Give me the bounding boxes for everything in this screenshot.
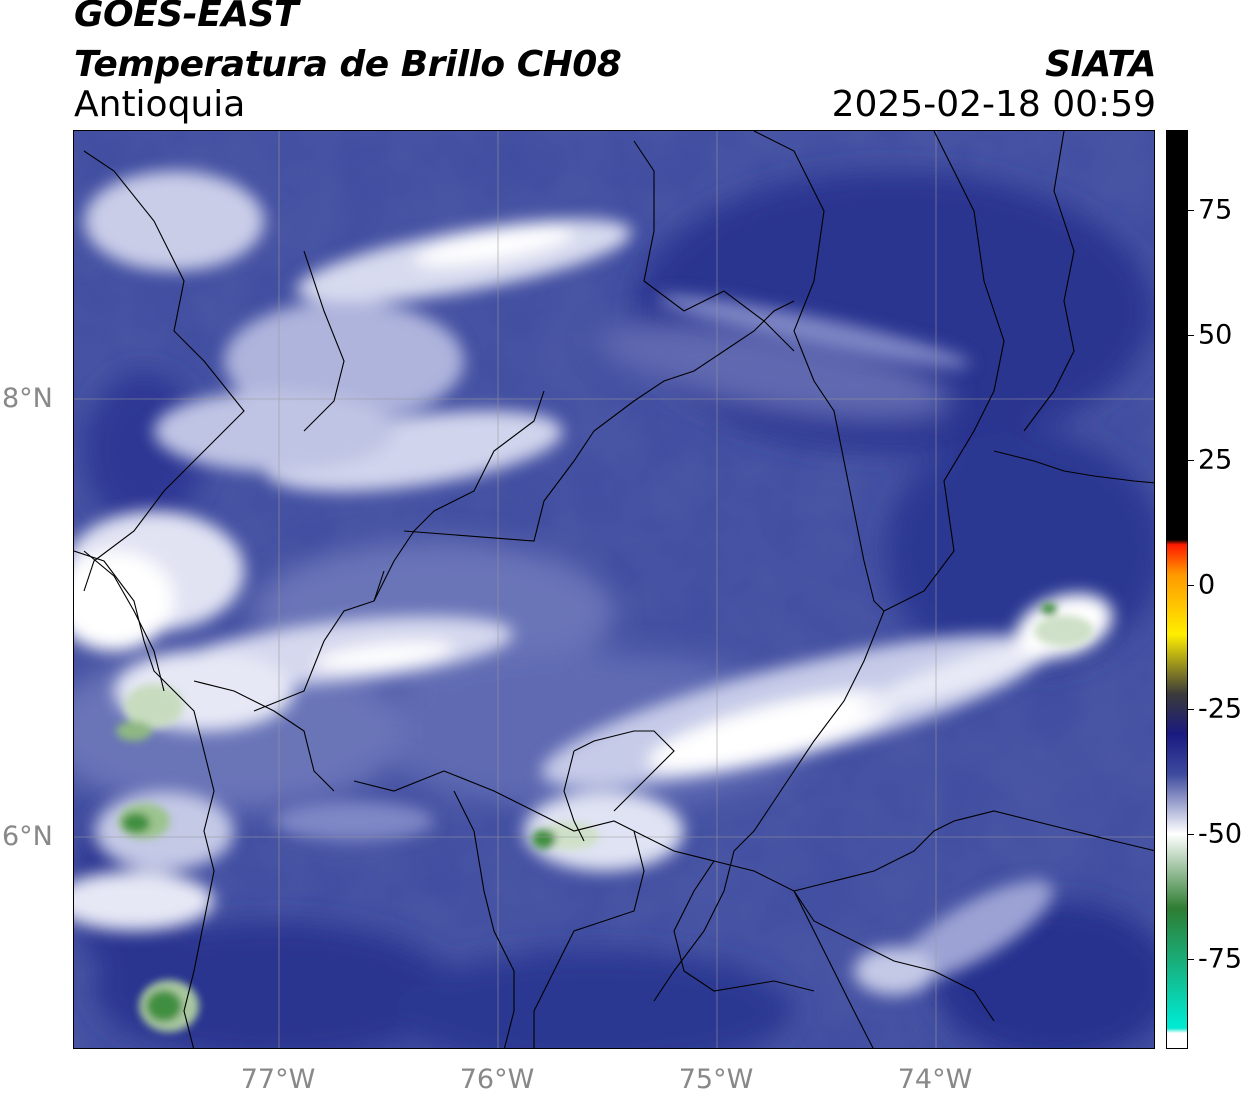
datetime-title: 2025-02-18 00:59 bbox=[831, 84, 1156, 125]
cold-dry-regions bbox=[74, 171, 1154, 1048]
colorbar-tick bbox=[1188, 209, 1194, 211]
satellite-map bbox=[73, 130, 1155, 1049]
longitude-label-77w: 77°W bbox=[240, 1064, 316, 1095]
colorbar-tick-label: -25 bbox=[1198, 693, 1243, 725]
longitude-label-74w: 74°W bbox=[897, 1064, 973, 1095]
longitude-label-76w: 76°W bbox=[459, 1064, 535, 1095]
colorbar-tick-label: 25 bbox=[1198, 444, 1233, 476]
colorbar-tick-label: -50 bbox=[1198, 818, 1243, 850]
colorbar bbox=[1166, 130, 1188, 1049]
region-title: Antioquia bbox=[74, 84, 246, 125]
colorbar-tick-label: -75 bbox=[1198, 943, 1243, 975]
longitude-label-75w: 75°W bbox=[678, 1064, 754, 1095]
product-title: Temperatura de Brillo CH08 bbox=[74, 44, 622, 85]
colorbar-tick bbox=[1188, 959, 1194, 961]
colorbar-tick bbox=[1188, 709, 1194, 711]
satellite-title: GOES-EAST bbox=[74, 0, 299, 35]
organization-title: SIATA bbox=[1045, 44, 1156, 85]
map-canvas bbox=[74, 131, 1154, 1048]
colorbar-tick-label: 50 bbox=[1198, 319, 1233, 351]
colorbar-tick bbox=[1188, 334, 1194, 336]
administrative-boundaries bbox=[74, 131, 1154, 1048]
colorbar-tick bbox=[1188, 584, 1194, 586]
colorbar-tick-label: 75 bbox=[1198, 194, 1233, 226]
colorbar-tick-label: 0 bbox=[1198, 569, 1216, 600]
latitude-label-6n: 6°N bbox=[2, 821, 53, 852]
gridlines bbox=[74, 131, 1154, 1048]
latitude-label-8n: 8°N bbox=[2, 383, 53, 414]
colorbar-tick bbox=[1188, 834, 1194, 836]
colorbar-tick bbox=[1188, 459, 1194, 461]
convective-cores bbox=[116, 603, 1094, 1032]
